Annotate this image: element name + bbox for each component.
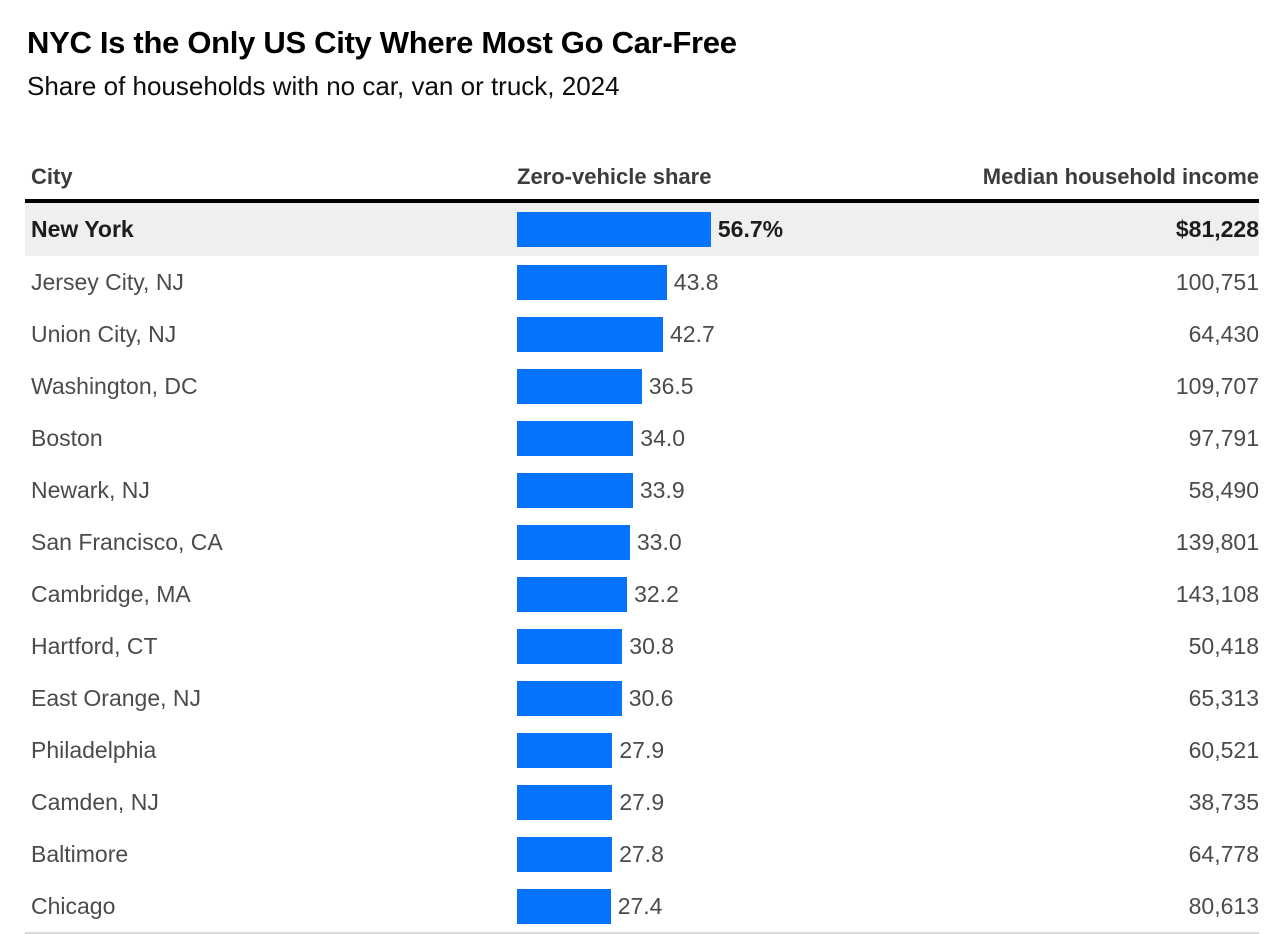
- data-table: City Zero-vehicle share Median household…: [25, 148, 1259, 934]
- income-cell: 64,430: [1188, 320, 1259, 347]
- city-cell: Newark, NJ: [31, 476, 150, 503]
- table-row: Washington, DC 36.5 109,707: [25, 360, 1259, 412]
- chart-header: NYC Is the Only US City Where Most Go Ca…: [27, 24, 1259, 102]
- city-cell: Boston: [31, 424, 103, 451]
- table-row: Camden, NJ 27.9 38,735: [25, 776, 1259, 828]
- city-cell: Chicago: [31, 892, 116, 919]
- income-cell: 100,751: [1175, 268, 1259, 295]
- share-value: 32.2: [634, 580, 679, 607]
- city-cell: Baltimore: [31, 840, 129, 867]
- column-header-share: Zero-vehicle share: [517, 164, 712, 189]
- share-cell: 36.5: [517, 368, 939, 404]
- share-bar: [517, 888, 611, 924]
- share-value: 27.4: [617, 892, 663, 919]
- table-row: Philadelphia 27.9 60,521: [25, 724, 1259, 776]
- city-cell: Washington, DC: [31, 372, 198, 399]
- city-cell: Hartford, CT: [31, 632, 158, 659]
- share-cell: 56.7%: [517, 212, 939, 247]
- table-body: New York 56.7% $81,228 Jersey City, NJ 4…: [25, 203, 1259, 932]
- share-value: 42.7: [670, 320, 715, 347]
- table-row: East Orange, NJ 30.6 65,313: [25, 672, 1259, 724]
- table-row: Baltimore 27.8 64,778: [25, 828, 1259, 880]
- share-value: 33.0: [636, 528, 682, 555]
- share-cell: 27.9: [517, 732, 939, 768]
- table-row: Hartford, CT 30.8 50,418: [25, 620, 1259, 672]
- table-row: Union City, NJ 42.7 64,430: [25, 308, 1259, 360]
- share-cell: 30.8: [517, 628, 939, 664]
- city-cell: New York: [31, 216, 134, 242]
- income-cell: $81,228: [1175, 216, 1259, 242]
- share-value: 30.6: [628, 684, 674, 711]
- share-bar: [517, 316, 663, 352]
- income-cell: 97,791: [1188, 424, 1259, 451]
- income-cell: 143,108: [1175, 580, 1259, 607]
- share-value: 27.8: [619, 840, 664, 867]
- share-bar: [517, 732, 613, 768]
- share-cell: 43.8: [517, 264, 939, 300]
- table-row: New York 56.7% $81,228: [25, 203, 1259, 256]
- table-row: San Francisco, CA 33.0 139,801: [25, 516, 1259, 568]
- share-cell: 27.8: [517, 836, 939, 872]
- city-cell: Camden, NJ: [31, 788, 159, 815]
- share-value: 27.9: [619, 736, 665, 763]
- share-value: 34.0: [640, 424, 686, 451]
- share-value: 36.5: [648, 372, 694, 399]
- share-bar: [517, 368, 642, 404]
- income-cell: 80,613: [1188, 892, 1259, 919]
- share-value: 56.7%: [717, 216, 784, 242]
- share-cell: 32.2: [517, 576, 939, 612]
- table-bottom-divider: [25, 932, 1259, 934]
- table-row: Jersey City, NJ 43.8 100,751: [25, 256, 1259, 308]
- table-row: Cambridge, MA 32.2 143,108: [25, 568, 1259, 620]
- share-cell: 27.9: [517, 784, 939, 820]
- chart-title: NYC Is the Only US City Where Most Go Ca…: [27, 25, 737, 60]
- share-bar: [517, 680, 622, 716]
- column-header-income: Median household income: [982, 164, 1259, 189]
- city-cell: Jersey City, NJ: [31, 268, 184, 295]
- table-header-row: City Zero-vehicle share Median household…: [25, 148, 1259, 203]
- share-bar: [517, 472, 633, 508]
- share-cell: 33.9: [517, 472, 939, 508]
- share-bar: [517, 836, 613, 872]
- chart-subtitle: Share of households with no car, van or …: [27, 71, 620, 102]
- share-bar: [517, 264, 667, 300]
- share-bar: [517, 784, 613, 820]
- income-cell: 139,801: [1175, 528, 1259, 555]
- column-header-city: City: [31, 164, 73, 189]
- table-row: Boston 34.0 97,791: [25, 412, 1259, 464]
- share-cell: 42.7: [517, 316, 939, 352]
- share-cell: 33.0: [517, 524, 939, 560]
- share-value: 27.9: [619, 788, 665, 815]
- share-value: 33.9: [639, 476, 685, 503]
- income-cell: 64,778: [1188, 840, 1259, 867]
- city-cell: Cambridge, MA: [31, 580, 191, 607]
- share-bar: [517, 524, 630, 560]
- income-cell: 65,313: [1188, 684, 1259, 711]
- income-cell: 50,418: [1188, 632, 1259, 659]
- share-bar: [517, 576, 628, 612]
- income-cell: 60,521: [1188, 736, 1259, 763]
- income-cell: 38,735: [1188, 788, 1259, 815]
- share-bar: [517, 420, 634, 456]
- income-cell: 109,707: [1175, 372, 1259, 399]
- share-cell: 30.6: [517, 680, 939, 716]
- share-bar: [517, 212, 711, 247]
- share-cell: 27.4: [517, 888, 939, 924]
- share-value: 30.8: [629, 632, 675, 659]
- city-cell: East Orange, NJ: [31, 684, 202, 711]
- table-row: Newark, NJ 33.9 58,490: [25, 464, 1259, 516]
- city-cell: Philadelphia: [31, 736, 157, 763]
- share-cell: 34.0: [517, 420, 939, 456]
- share-value: 43.8: [673, 268, 719, 295]
- city-cell: San Francisco, CA: [31, 528, 223, 555]
- city-cell: Union City, NJ: [31, 320, 177, 347]
- income-cell: 58,490: [1188, 476, 1259, 503]
- share-bar: [517, 628, 623, 664]
- table-row: Chicago 27.4 80,613: [25, 880, 1259, 932]
